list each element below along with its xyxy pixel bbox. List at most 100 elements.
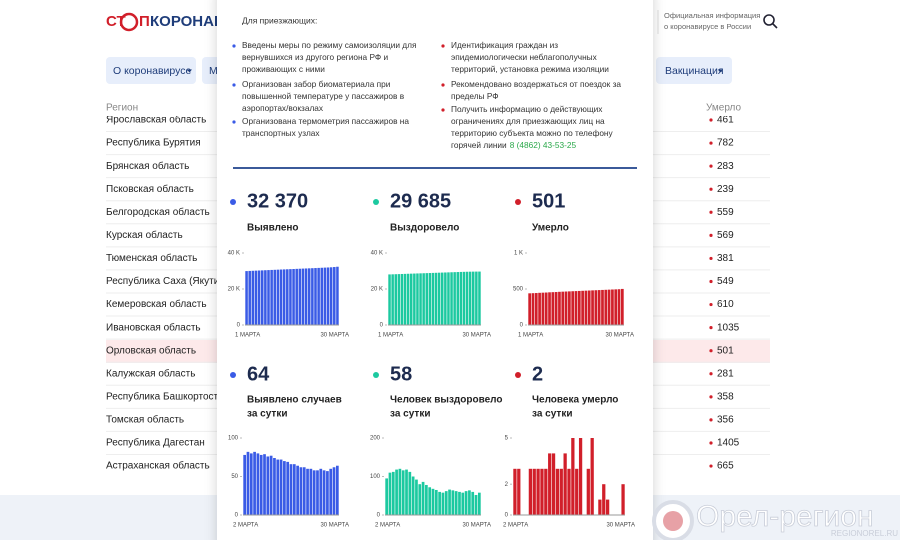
bar (447, 272, 450, 325)
phone-link[interactable]: 8 (4862) 43-53-25 (510, 140, 577, 150)
bar (575, 468, 579, 515)
bar (591, 290, 594, 325)
nav-label[interactable]: О коронавирусе (113, 65, 192, 77)
bar (478, 271, 481, 325)
bar (472, 271, 475, 325)
bullet-text: эпидемиологически неблагополучных (451, 52, 598, 62)
bar (296, 465, 299, 515)
bar (406, 273, 410, 325)
bar (441, 272, 444, 325)
bar (459, 271, 463, 325)
bar (586, 468, 590, 515)
bullet-text: горячей линии (451, 140, 507, 150)
search-icon[interactable] (763, 14, 775, 26)
bar (419, 273, 422, 325)
nav-button[interactable] (656, 57, 732, 84)
bar (611, 289, 614, 325)
y-tick-label: 40 K (228, 251, 240, 257)
x-tick-label: 1 МАРТА (378, 333, 403, 339)
y-tick-label: 0 (380, 323, 384, 329)
deaths-value: 283 (717, 161, 734, 172)
deaths-value: 549 (717, 276, 734, 287)
deaths-value: 501 (717, 345, 734, 356)
bar (279, 459, 283, 515)
bar (428, 487, 432, 515)
bar (320, 267, 324, 325)
bar (558, 291, 561, 325)
bar (601, 289, 604, 325)
bar (319, 468, 323, 515)
bar (561, 291, 565, 325)
bullet-text: транспортных узлах (242, 128, 320, 138)
bullet (441, 83, 445, 87)
bar (431, 488, 435, 515)
bar (323, 267, 327, 325)
region-name: Калужская область (106, 367, 195, 379)
bar (400, 273, 404, 325)
stat-dot (515, 372, 521, 378)
region-name: Республика Саха (Якутия) (106, 275, 228, 287)
bar (256, 453, 260, 515)
nav-caret (718, 69, 723, 73)
bar (413, 273, 416, 325)
bar (248, 270, 251, 325)
search-icon-handle (772, 23, 778, 29)
region-name: Республика Дагестан (106, 437, 205, 449)
bar (307, 268, 311, 325)
stat-label: Умерло (532, 223, 569, 234)
y-tick-label: 0 (235, 513, 239, 519)
nav-button[interactable] (106, 57, 196, 84)
stat-value: 32 370 (247, 190, 308, 212)
y-tick-label: 2 (505, 482, 509, 488)
y-tick-label: 0 (520, 323, 524, 329)
bar (329, 468, 333, 515)
watermark-url: REGIONOREL.RU (831, 529, 898, 538)
row-bullet (709, 279, 713, 284)
bullet-text: Организована термометрия пассажиров на (242, 116, 409, 126)
x-tick-label: 30 МАРТА (606, 523, 635, 529)
y-tick-label: 5 (505, 436, 509, 442)
bar (597, 290, 601, 325)
y-tick-label: 200 (370, 436, 381, 442)
bar (416, 273, 419, 325)
bar (395, 469, 398, 515)
bar (471, 491, 475, 515)
deaths-value: 239 (717, 184, 734, 195)
bar (410, 273, 413, 325)
row-bullet (709, 464, 713, 468)
bar (391, 274, 394, 325)
bar (604, 289, 608, 325)
row-bullet (709, 302, 713, 307)
bar (468, 490, 471, 515)
deaths-value: 782 (717, 138, 734, 149)
column-header: Регион (106, 103, 138, 114)
bar (302, 467, 306, 515)
bullet-text: проживающих с ними (242, 64, 325, 74)
bar (450, 272, 453, 325)
bar (418, 484, 422, 515)
y-tick-label: 20 K (228, 287, 240, 293)
bar (528, 468, 533, 515)
bar (425, 273, 428, 325)
bar (316, 470, 319, 515)
bar (306, 468, 309, 515)
bullet-text: повышенной температуре у пассажиров в (242, 91, 405, 101)
x-tick-label: 2 МАРТА (503, 523, 528, 529)
bar (336, 266, 339, 325)
bar (590, 438, 594, 515)
stat-value: 29 685 (390, 190, 451, 212)
bar (263, 454, 266, 515)
bar (437, 272, 441, 325)
bar (598, 499, 602, 515)
bar (578, 438, 583, 515)
bar (602, 484, 606, 515)
bar (249, 453, 253, 515)
bar (462, 271, 466, 325)
watermark-text: Орел-регион (696, 500, 874, 533)
row-bullet (709, 418, 713, 422)
nav-label[interactable]: М (209, 65, 218, 77)
bullet (232, 120, 236, 124)
nav-label[interactable]: Вакцинация (665, 65, 724, 77)
bar (555, 468, 560, 515)
